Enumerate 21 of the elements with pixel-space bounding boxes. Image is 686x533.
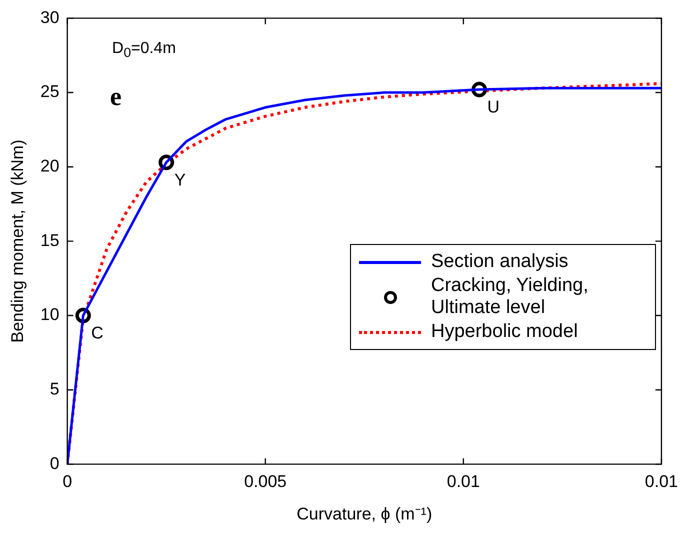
y-tick-label: 15 [40, 230, 60, 250]
x-axis-title: Curvature, ϕ (m⁻¹) [296, 504, 432, 524]
annotation: Y [174, 170, 186, 190]
y-tick-label: 0 [50, 454, 60, 473]
annotation: e [110, 82, 122, 112]
y-tick-label: 25 [40, 82, 60, 102]
annotation: U [487, 98, 500, 117]
annotation: D$_{0}$=0.4m [112, 40, 176, 60]
legend-label: Cracking, Yielding, Ultimate level [431, 275, 590, 319]
y-tick-label: 5 [50, 380, 60, 399]
x-tick-label: 0.005 [244, 472, 287, 492]
y-tick-label: 10 [40, 305, 60, 324]
x-tick-label: 0 [62, 472, 72, 492]
legend-label: Section analysis [431, 251, 570, 273]
y-tick-label: 20 [40, 156, 60, 176]
annotation: C [91, 324, 104, 343]
legend-label: Hyperbolic model [431, 321, 579, 343]
y-axis-title: Bending moment, M (kNm) [8, 140, 27, 343]
y-tick-label: 30 [40, 8, 60, 27]
x-tick-label: 0.01 [644, 472, 678, 492]
x-tick-label: 0.01 [446, 472, 480, 492]
